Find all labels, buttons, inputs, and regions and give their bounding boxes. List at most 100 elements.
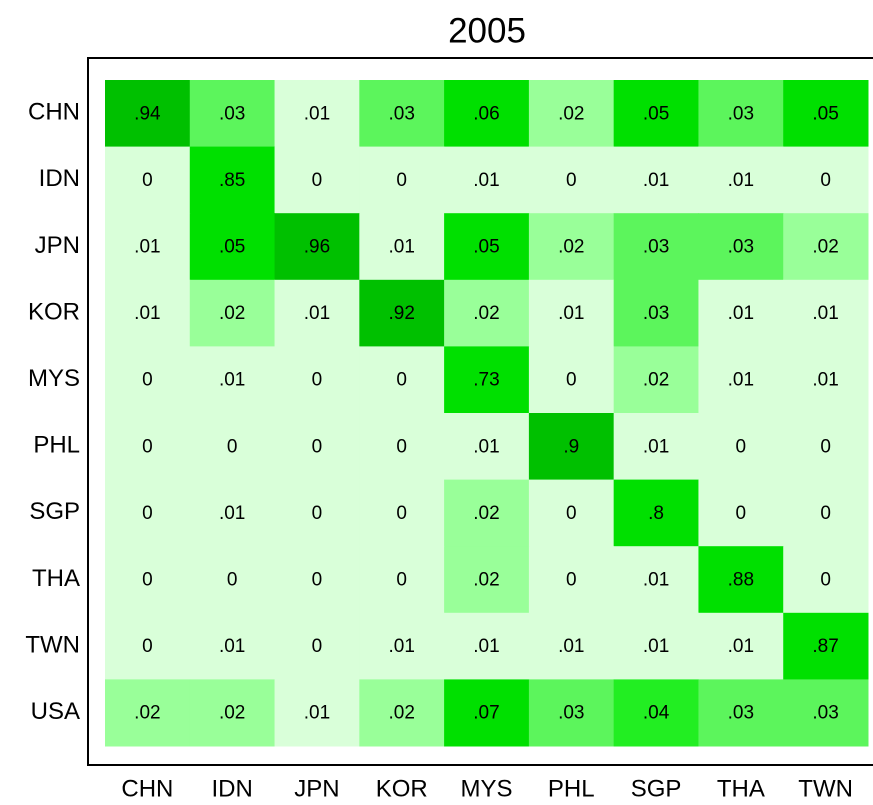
heatmap-cell (444, 413, 530, 481)
cell-value-label: 0 (396, 170, 407, 191)
cell-value-label: 0 (566, 570, 577, 591)
cell-value-label: .02 (219, 303, 245, 324)
cell-value-label: .02 (812, 237, 838, 258)
cell-value-label: .02 (473, 303, 499, 324)
cell-value-label: 0 (142, 570, 153, 591)
cell-value-label: .01 (728, 370, 754, 391)
heatmap-cell (613, 80, 699, 148)
cell-value-label: 0 (820, 170, 831, 191)
heatmap-cell (359, 279, 445, 347)
cell-value-label: .03 (643, 237, 669, 258)
x-tick-label: PHL (548, 775, 595, 802)
cell-value-label: .01 (812, 303, 838, 324)
heatmap-cell (528, 679, 615, 747)
heatmap-cell (189, 146, 276, 214)
y-tick-label: CHN (28, 99, 80, 126)
cell-value-label: 0 (227, 436, 238, 457)
heatmap-cell (783, 546, 869, 614)
x-tick-label: CHN (121, 775, 173, 802)
heatmap-cell (698, 679, 784, 747)
cell-value-label: .01 (389, 636, 415, 657)
plot-frame (87, 57, 873, 766)
y-tick-label: SGP (29, 498, 80, 525)
heatmap-cell (274, 80, 360, 148)
heatmap-cell (444, 479, 530, 547)
cell-value-label: 0 (566, 170, 577, 191)
heatmap-cell (783, 146, 869, 214)
heatmap-cell (359, 213, 445, 281)
heatmap-cell (274, 279, 360, 347)
heatmap-cell (698, 213, 784, 281)
heatmap-cell (105, 146, 191, 214)
cell-value-label: .05 (643, 103, 669, 124)
cell-value-label: .01 (558, 303, 584, 324)
heatmap-cell (528, 413, 615, 481)
cell-value-label: .01 (643, 570, 669, 591)
chart-title: 2005 (448, 11, 526, 50)
heatmap-cell (528, 546, 615, 614)
cell-value-label: .01 (304, 103, 330, 124)
cell-value-label: .01 (219, 636, 245, 657)
heatmap-cell (698, 146, 784, 214)
cell-value-label: .02 (134, 703, 160, 724)
cell-value-label: .01 (558, 636, 584, 657)
heatmap-cell (528, 612, 615, 680)
cell-value-label: 0 (312, 636, 323, 657)
y-tick-label: TWN (25, 631, 80, 658)
heatmap-cell (359, 346, 445, 414)
cell-value-label: .03 (219, 103, 245, 124)
cell-value-label: .02 (643, 370, 669, 391)
cell-value-label: .01 (812, 370, 838, 391)
cell-value-label: .01 (389, 237, 415, 258)
cell-value-label: .02 (219, 703, 245, 724)
cell-value-label: .01 (728, 303, 754, 324)
cell-value-label: 0 (396, 570, 407, 591)
heatmap-cell (189, 279, 276, 347)
cell-value-label: 0 (312, 570, 323, 591)
heatmap-cell (359, 612, 445, 680)
heatmap-cell (528, 346, 615, 414)
heatmap-cell (528, 213, 615, 281)
heatmap-cell (189, 80, 276, 148)
heatmap-cell (359, 679, 445, 747)
heatmap-cell (528, 146, 615, 214)
heatmap-cell (189, 346, 276, 414)
heatmap-cell (105, 679, 191, 747)
cell-value-label: .01 (473, 636, 499, 657)
cell-value-label: 0 (820, 503, 831, 524)
cell-value-label: .02 (473, 570, 499, 591)
heatmap-cell (359, 413, 445, 481)
heatmap-cell (274, 679, 360, 747)
heatmap-cell (105, 346, 191, 414)
heatmap-cell (783, 213, 869, 281)
heatmap-cell (783, 346, 869, 414)
heatmap-cell (274, 413, 360, 481)
cell-value-label: .01 (728, 170, 754, 191)
heatmap-cell (783, 279, 869, 347)
cell-value-label: 0 (396, 503, 407, 524)
heatmap-cell (783, 479, 869, 547)
heatmap-cell (444, 279, 530, 347)
heatmap-cell (613, 346, 699, 414)
y-tick-label: KOR (28, 298, 80, 325)
x-tick-label: THA (717, 775, 765, 802)
y-tick-label: USA (31, 698, 80, 725)
cell-value-label: .02 (558, 103, 584, 124)
cell-value-label: .01 (473, 170, 499, 191)
heatmap-cell (105, 546, 191, 614)
cell-value-label: .8 (648, 503, 664, 524)
heatmap-cell (359, 80, 445, 148)
cell-value-label: .03 (812, 703, 838, 724)
heatmap-cell (613, 479, 699, 547)
cell-value-label: .87 (812, 636, 838, 657)
cell-value-label: 0 (142, 170, 153, 191)
cell-value-label: .01 (643, 636, 669, 657)
cell-value-label: 0 (312, 170, 323, 191)
heatmap-cell (274, 612, 360, 680)
cell-value-label: .73 (473, 370, 499, 391)
cell-value-label: .01 (219, 370, 245, 391)
heatmap-cell (359, 479, 445, 547)
y-tick-label: JPN (35, 232, 80, 259)
heatmap-cell (783, 612, 869, 680)
